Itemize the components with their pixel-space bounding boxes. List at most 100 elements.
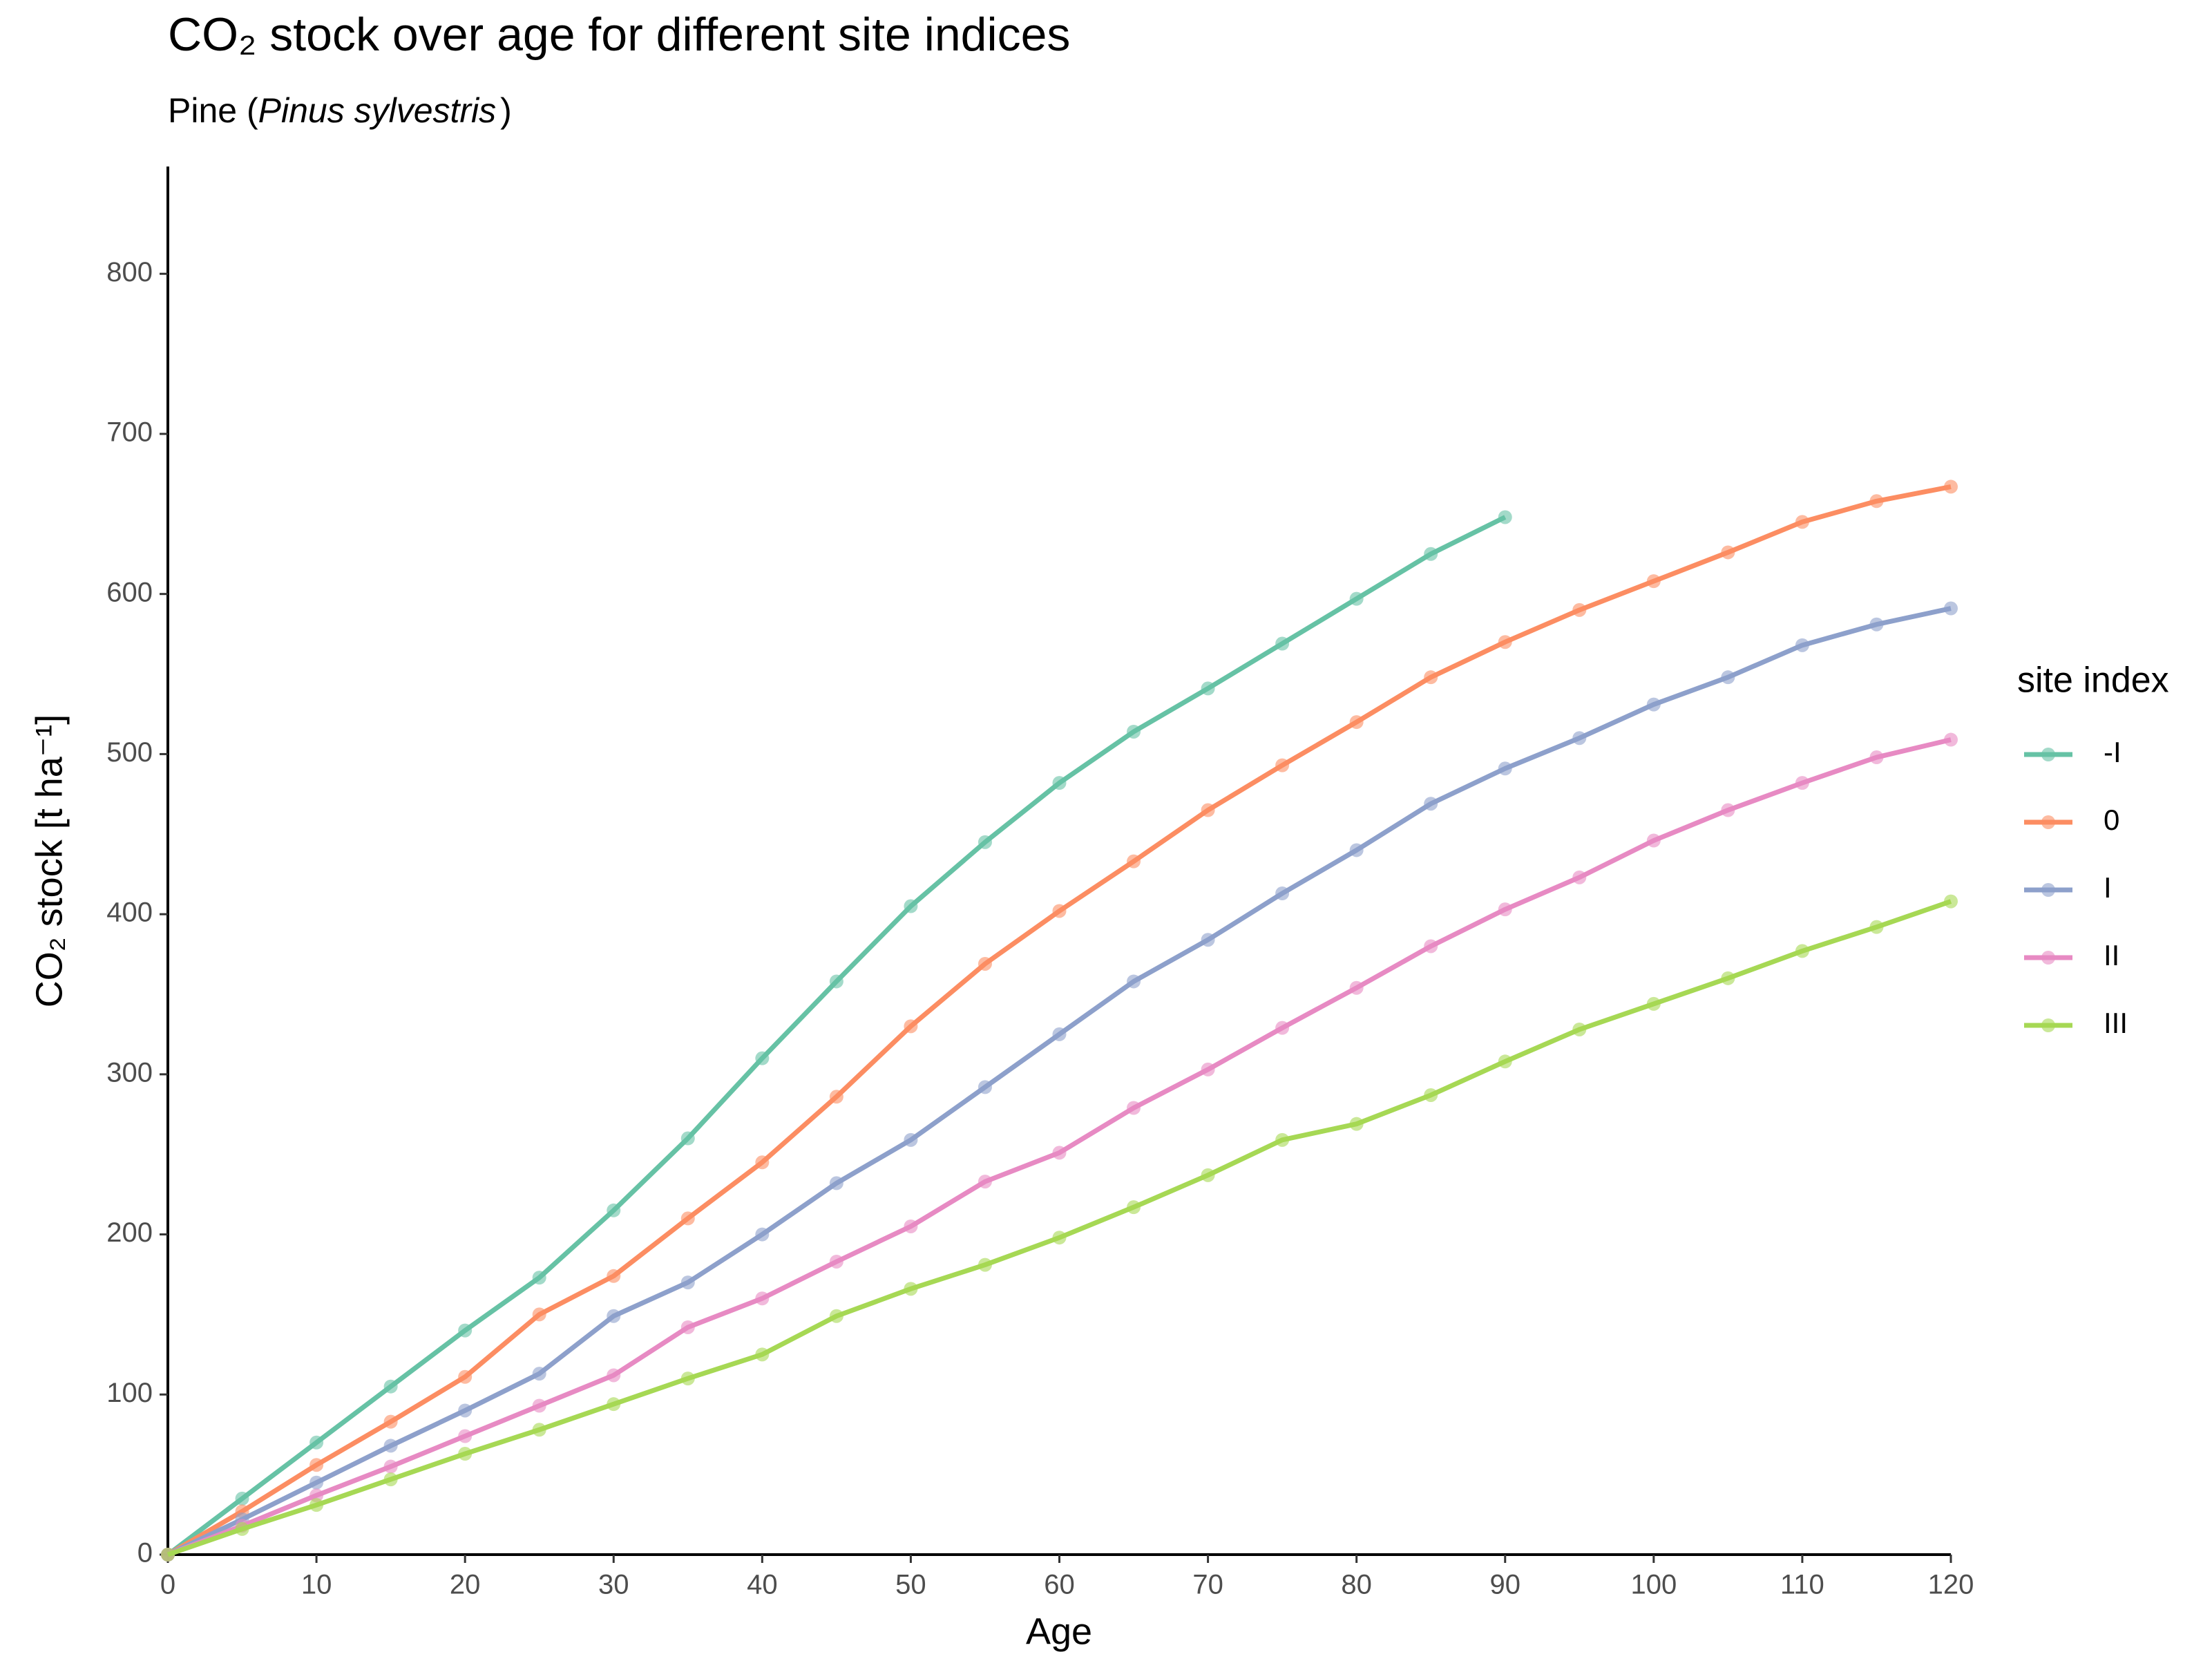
data-point [1201,1062,1215,1076]
data-point [1869,920,1884,934]
data-point [1944,732,1958,747]
data-point [829,974,843,989]
data-point [1721,971,1735,985]
data-point [1944,601,1958,616]
x-tick-label: 30 [598,1570,629,1600]
data-point [1052,1231,1067,1245]
data-point [1201,1168,1215,1182]
data-point [829,1176,843,1190]
data-point [1275,886,1290,901]
data-point [1424,1088,1438,1102]
legend-key-point [2041,815,2055,829]
data-point [978,956,992,971]
data-point [607,1397,621,1412]
data-point [904,1132,918,1147]
legend-label: II [2104,939,2119,971]
x-tick-label: 50 [895,1570,926,1600]
chart-subtitle: Pine (Pinus sylvestris) [168,91,512,130]
x-tick-label: 0 [160,1570,175,1600]
x-tick-label: 100 [1630,1570,1677,1600]
data-point [680,1275,695,1290]
data-point [1201,803,1215,817]
data-point [1275,1021,1290,1035]
data-point [1498,761,1512,776]
data-point [1349,591,1364,606]
data-point [383,1439,398,1453]
data-point [1795,515,1809,529]
data-point [904,1019,918,1034]
subtitle-part: Pinus sylvestris [258,91,497,130]
data-point [309,1498,324,1512]
data-point [532,1307,546,1322]
data-point [1572,870,1587,884]
data-point [904,899,918,913]
data-point [829,1309,843,1323]
data-point [1572,731,1587,746]
data-point [1795,944,1809,958]
data-point [532,1423,546,1437]
data-point [383,1379,398,1394]
y-tick-label: 400 [106,898,153,928]
data-point [383,1414,398,1429]
data-point [755,1155,770,1170]
legend-key-point [2041,951,2055,965]
y-axis-label: CO₂ stock [t ha⁻¹] [28,714,70,1008]
data-point [1127,854,1141,869]
data-point [235,1521,249,1536]
chart-title: CO₂ stock over age for different site in… [168,8,1070,61]
data-point [1052,1146,1067,1160]
data-point [755,1227,770,1242]
data-point [458,1323,473,1338]
data-point [755,1051,770,1065]
data-point [309,1475,324,1490]
x-tick-label: 40 [747,1570,778,1600]
data-point [1572,1022,1587,1036]
data-point [309,1435,324,1450]
y-tick-label: 800 [106,257,153,287]
series-line [166,484,1952,1557]
data-point [1275,636,1290,651]
data-point [1275,758,1290,772]
series-line [166,606,1952,1557]
legend-key-point [2041,748,2055,761]
data-point [1349,715,1364,730]
data-point [1646,833,1661,848]
data-point [1424,939,1438,953]
data-point [1646,996,1661,1011]
legend-label: 0 [2104,804,2119,836]
x-tick-label: 90 [1490,1570,1521,1600]
x-tick-label: 120 [1928,1570,1974,1600]
data-point [829,1090,843,1104]
data-point [1721,803,1735,817]
data-point [1349,980,1364,995]
x-tick-label: 80 [1341,1570,1372,1600]
legend-label: III [2104,1007,2128,1039]
data-point [1349,1117,1364,1131]
data-point [680,1211,695,1226]
data-point [1498,1054,1512,1069]
data-point [1944,894,1958,909]
legend-title: site index [2017,661,2169,701]
data-point [1944,480,1958,494]
data-point [1795,638,1809,652]
data-point [1424,670,1438,685]
data-point [309,1488,324,1503]
data-point [1646,697,1661,712]
x-tick-label: 70 [1192,1570,1223,1600]
subtitle-part: Pine ( [168,91,258,130]
data-point [458,1403,473,1418]
data-point [458,1369,473,1384]
data-point [1127,1200,1141,1215]
data-point [755,1347,770,1362]
data-point [235,1491,249,1506]
data-point [532,1271,546,1285]
data-point [1498,635,1512,649]
data-point [1127,724,1141,739]
data-point [1572,602,1587,617]
legend-label: I [2104,871,2112,904]
data-point [532,1367,546,1381]
data-point [1201,681,1215,696]
x-tick-label: 60 [1044,1570,1075,1600]
